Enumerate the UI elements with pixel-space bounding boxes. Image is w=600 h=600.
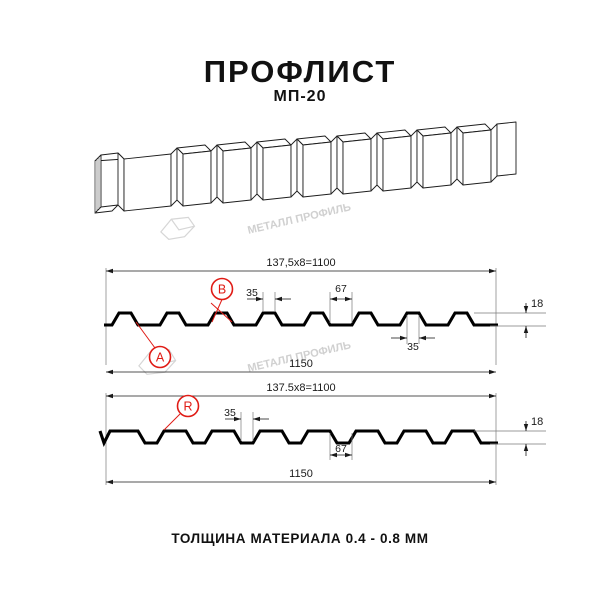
cross-section-top: 137,5x8=1100 35	[104, 257, 546, 375]
dimension-label-valley-bottom: 67	[335, 443, 347, 455]
watermark-text: МЕТАЛЛ ПРОФИЛЬ	[246, 201, 352, 236]
dimension-crest-width-bottom: 35	[224, 407, 269, 441]
cross-section-bottom: 137.5x8=1100 35	[98, 382, 546, 485]
page-subtitle: МП-20	[273, 88, 327, 105]
callout-a-label: A	[156, 351, 165, 365]
dimension-label-height-top: 18	[531, 298, 543, 310]
dimension-line-overall-top-2: 137.5x8=1100	[106, 382, 496, 399]
dimension-line-overall-top: 137,5x8=1100	[106, 257, 496, 274]
dimension-label-valley-top: 67	[335, 283, 347, 295]
profile-outline-bottom	[98, 429, 498, 448]
callout-a: A	[135, 321, 172, 369]
isometric-profile-sheet	[94, 121, 517, 214]
dimension-label-bottom-top: 1150	[289, 358, 313, 370]
dimension-crest-width-lower-top: 35	[391, 315, 435, 353]
dimension-label-crest-top: 35	[246, 287, 258, 299]
dimension-label-height-bottom: 18	[531, 416, 543, 428]
dimension-height-top: 18	[474, 298, 546, 338]
dimension-label-crest-lower-top: 35	[407, 341, 419, 353]
watermark-logo	[160, 216, 196, 240]
profile-outline-top	[104, 311, 498, 327]
dimension-height-bottom: 18	[474, 416, 546, 456]
dimension-label-crest-bottom: 35	[224, 407, 236, 419]
callout-b: B	[210, 277, 234, 323]
dimension-label-bottom-2: 1150	[289, 468, 313, 480]
dimension-label-top-2: 137.5x8=1100	[266, 382, 335, 394]
page-title: ПРОФЛИСТ	[203, 54, 397, 89]
dimension-crest-width-top: 35	[246, 287, 291, 311]
material-thickness-note: ТОЛЩИНА МАТЕРИАЛА 0.4 - 0.8 ММ	[171, 531, 429, 546]
dimension-valley-width-top: 67	[329, 283, 353, 323]
dimension-valley-width-bottom: 67	[329, 433, 353, 460]
dimension-line-overall-bottom-top: 1150	[106, 358, 496, 375]
dimension-label-top: 137,5x8=1100	[266, 257, 335, 269]
callout-r: R	[163, 394, 200, 431]
callout-r-label: R	[183, 400, 192, 414]
dimension-line-overall-bottom-2: 1150	[106, 468, 496, 485]
callout-b-label: B	[218, 283, 226, 297]
